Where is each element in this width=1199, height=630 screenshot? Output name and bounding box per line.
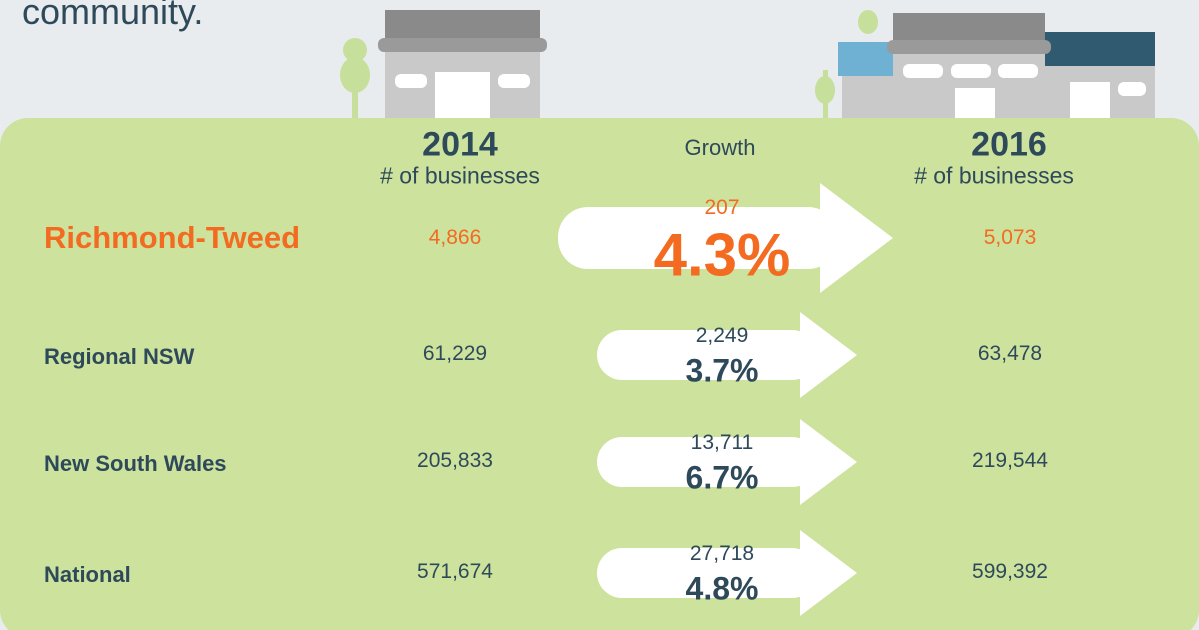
value-2016: 63,478 — [978, 342, 1042, 366]
row-name: New South Wales — [44, 451, 227, 477]
change: 13,711 — [691, 431, 754, 455]
row-name: Regional NSW — [44, 344, 194, 370]
year: 2014 — [422, 126, 498, 165]
growth-heading: Growth — [685, 135, 756, 161]
row-name: Richmond-Tweed — [44, 220, 300, 256]
page: community. 2014 # of businesses Growth 2… — [0, 0, 1199, 630]
tree — [340, 38, 370, 120]
value-2014: 4,866 — [429, 226, 482, 250]
year: 2016 — [971, 126, 1047, 165]
percent: 4.8% — [686, 571, 759, 608]
percent: 4.3% — [654, 221, 791, 290]
value-2016: 219,544 — [972, 449, 1048, 473]
subheading: # of businesses — [380, 163, 540, 190]
value-2016: 5,073 — [984, 226, 1037, 250]
shop — [378, 10, 547, 125]
panel — [0, 118, 1199, 630]
subheading: # of businesses — [914, 163, 1074, 190]
value-2014: 61,229 — [423, 342, 487, 366]
intro: community. — [22, 0, 203, 33]
change: 27,718 — [690, 542, 754, 566]
shops — [838, 13, 1155, 125]
row-name: National — [44, 562, 131, 588]
change: 2,249 — [696, 324, 749, 348]
percent: 3.7% — [686, 353, 759, 390]
value-2014: 571,674 — [417, 560, 493, 584]
value-2014: 205,833 — [417, 449, 493, 473]
value-2016: 599,392 — [972, 560, 1048, 584]
percent: 6.7% — [686, 460, 759, 497]
change: 207 — [704, 196, 739, 220]
decoration — [0, 0, 1199, 630]
